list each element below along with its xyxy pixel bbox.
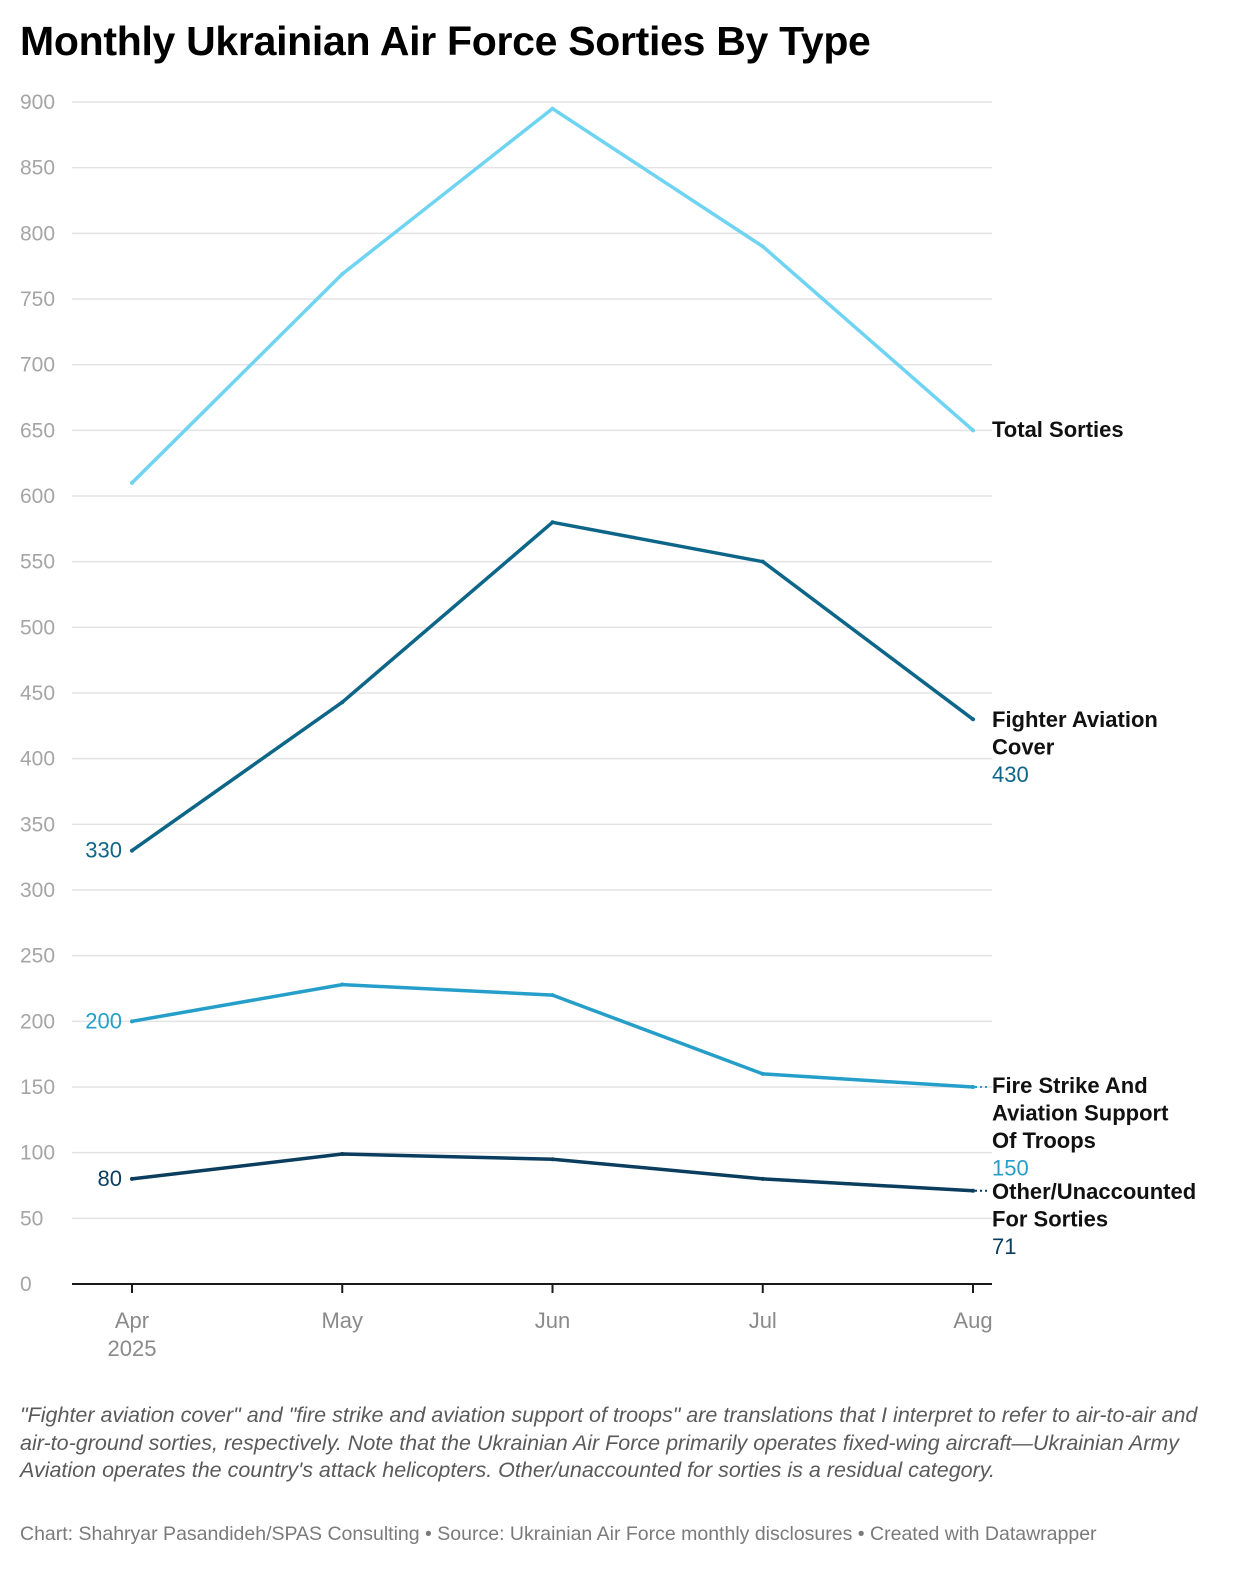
x-tick-label: Apr: [115, 1308, 149, 1333]
data-point-total: [971, 428, 975, 433]
y-tick-label: 450: [20, 682, 55, 705]
data-point-fighter: [130, 848, 134, 853]
x-tick-label: May: [321, 1308, 363, 1333]
y-tick-label: 750: [20, 288, 55, 311]
y-tick-label: 850: [20, 157, 55, 180]
x-tick-label: Jul: [749, 1308, 777, 1333]
start-value-label-other: 80: [98, 1166, 122, 1191]
y-tick-label: 550: [20, 551, 55, 574]
y-axis-tick-labels: 0 50 100 150 200 250 300 350 400 450 500 550 600 650 7…: [20, 91, 55, 1296]
x-tick-label: Jun: [535, 1308, 570, 1333]
y-tick-label: 700: [20, 354, 55, 377]
gridlines: [72, 101, 992, 1220]
data-point-other: [340, 1151, 345, 1156]
y-tick-label: 300: [20, 879, 55, 902]
data-point-total: [760, 244, 765, 249]
series-name-label-fire: Aviation Support: [992, 1101, 1169, 1126]
data-point-other: [971, 1188, 975, 1193]
series-name-label-fire: Fire Strike And: [992, 1073, 1148, 1098]
data-point-fire: [760, 1071, 765, 1076]
series-name-label-fighter: Fighter Aviation: [992, 707, 1158, 732]
chart-title: Monthly Ukrainian Air Force Sorties By T…: [20, 18, 871, 64]
data-point-total: [340, 272, 345, 277]
y-tick-label: 100: [20, 1142, 55, 1165]
data-point-fighter: [971, 717, 975, 722]
data-point-fighter: [340, 700, 345, 705]
series-name-label-fire: Of Troops: [992, 1128, 1096, 1153]
x-axis-tick-labels: Apr 2025 May Jun Jul Aug: [108, 1308, 993, 1361]
data-point-fire: [550, 993, 555, 998]
end-value-label-fighter: 430: [992, 762, 1029, 787]
y-tick-label: 650: [20, 419, 55, 442]
series-lines: [130, 106, 975, 1193]
x-axis: [72, 1283, 992, 1293]
series-line-total: [130, 106, 975, 485]
data-point-other: [550, 1157, 555, 1162]
series-line-fighter: [130, 520, 975, 853]
y-tick-label: 400: [20, 748, 55, 771]
y-tick-label: 600: [20, 485, 55, 508]
y-tick-label: 250: [20, 945, 55, 968]
y-tick-label: 200: [20, 1010, 55, 1033]
data-point-other: [760, 1176, 765, 1181]
y-tick-label: 350: [20, 813, 55, 836]
series-line-fire: [130, 982, 975, 1089]
start-value-label-fire: 200: [85, 1008, 122, 1033]
data-point-fighter: [550, 520, 555, 525]
data-point-other: [130, 1176, 134, 1181]
data-point-total: [550, 106, 555, 111]
series-labels: Total Sorties 330 Fighter Aviation Cover430…: [85, 417, 1196, 1259]
x-tick-sublabel: 2025: [108, 1336, 157, 1361]
y-tick-label: 50: [20, 1207, 43, 1230]
data-point-fire: [130, 1019, 134, 1024]
line-chart: 0 50 100 150 200 250 300 350 400 450 500 550 600 650 7…: [20, 91, 1196, 1361]
end-value-label-fire: 150: [992, 1156, 1029, 1181]
y-tick-label: 900: [20, 91, 55, 114]
x-tick-label: Aug: [953, 1308, 992, 1333]
start-value-label-fighter: 330: [85, 838, 122, 863]
series-name-label-total: Total Sorties: [992, 417, 1124, 442]
data-point-fire: [340, 982, 345, 987]
y-tick-label: 500: [20, 616, 55, 639]
y-tick-label: 800: [20, 222, 55, 245]
series-name-label-other: For Sorties: [992, 1207, 1108, 1232]
chart-credits: Chart: Shahryar Pasandideh/SPAS Consulti…: [20, 1523, 1097, 1545]
chart-notes: "Fighter aviation cover" and "fire strik…: [20, 1403, 1198, 1482]
series-name-label-other: Other/Unaccounted: [992, 1179, 1196, 1204]
end-value-label-other: 71: [992, 1234, 1016, 1259]
data-point-fire: [971, 1085, 975, 1089]
data-point-total: [130, 480, 134, 485]
data-point-fighter: [760, 559, 765, 564]
y-tick-label: 0: [20, 1273, 32, 1296]
series-name-label-fighter: Cover: [992, 735, 1055, 760]
y-tick-label: 150: [20, 1076, 55, 1099]
